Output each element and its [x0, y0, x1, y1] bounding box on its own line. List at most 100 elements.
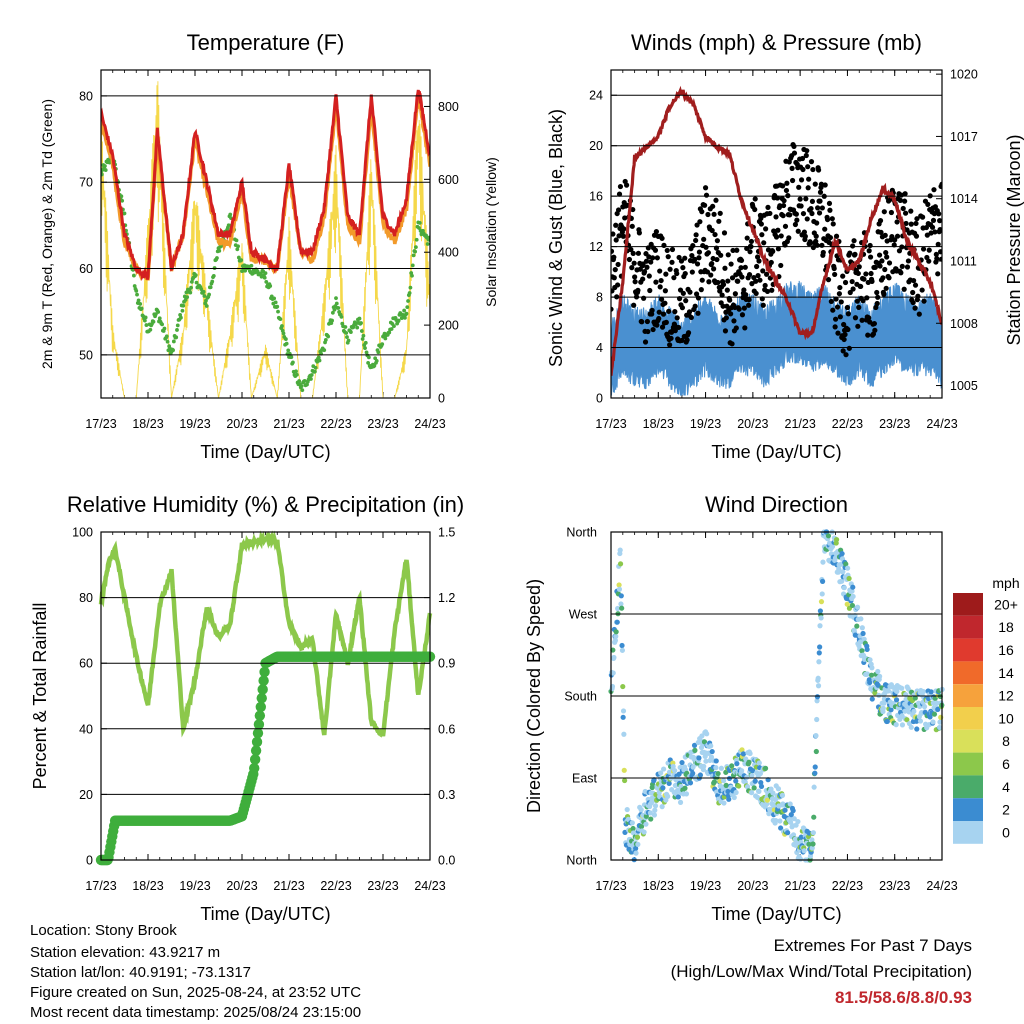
- rainfall-point: [252, 727, 264, 739]
- gust-point: [882, 232, 888, 238]
- legend-label: 8: [1002, 733, 1010, 749]
- gust-point: [702, 185, 709, 191]
- gust-point: [759, 232, 765, 238]
- gust-point: [760, 302, 766, 308]
- dewpoint-point: [334, 296, 338, 301]
- gust-point: [835, 330, 841, 336]
- gust-point: [631, 302, 637, 308]
- direction-point: [795, 818, 801, 825]
- dewpoint-point: [174, 335, 179, 340]
- gust-point: [804, 148, 810, 154]
- gust-point: [937, 249, 942, 255]
- y-tick-label: 4: [596, 341, 603, 355]
- gust-point: [817, 189, 824, 195]
- direction-point: [617, 561, 624, 567]
- gust-point: [867, 242, 873, 249]
- gust-point: [657, 268, 663, 274]
- gust-point: [635, 250, 642, 256]
- gust-point: [902, 191, 908, 197]
- gust-point: [799, 155, 806, 162]
- dewpoint-point: [297, 379, 302, 383]
- gust-point: [935, 271, 941, 277]
- direction-point: [815, 683, 822, 689]
- gust-point: [798, 203, 804, 209]
- gust-point: [682, 255, 688, 261]
- direction-point: [740, 751, 747, 757]
- direction-point: [850, 593, 856, 600]
- gust-point: [611, 254, 617, 260]
- gust-point: [833, 316, 839, 322]
- direction-point: [846, 575, 852, 582]
- gust-point: [838, 299, 844, 305]
- direction-point: [733, 778, 739, 784]
- dewpoint-point: [188, 290, 193, 295]
- gust-point: [709, 227, 715, 234]
- dewpoint-point: [334, 301, 339, 306]
- dewpoint-point: [389, 327, 394, 331]
- dewpoint-point: [309, 377, 313, 381]
- direction-point: [734, 761, 740, 767]
- gust-point: [866, 248, 872, 254]
- dewpoint-point: [313, 365, 318, 370]
- gust-point: [930, 217, 937, 223]
- y-right-tick-label: 0.3: [438, 788, 455, 802]
- direction-point: [778, 825, 784, 831]
- gust-point: [714, 256, 720, 263]
- direction-point: [884, 718, 890, 725]
- gust-point: [803, 196, 809, 202]
- gust-point: [640, 276, 646, 282]
- gust-point: [827, 234, 834, 241]
- dewpoint-point: [162, 326, 167, 331]
- gust-point: [876, 252, 883, 258]
- gust-point: [709, 260, 715, 267]
- gust-point: [689, 269, 695, 275]
- direction-point: [845, 565, 851, 571]
- gust-point: [874, 300, 880, 307]
- dewpoint-point: [194, 280, 199, 285]
- dewpoint-point: [414, 245, 418, 250]
- dewpoint-point: [411, 253, 416, 258]
- direction-point: [812, 764, 818, 770]
- dewpoint-point: [396, 318, 401, 323]
- dewpoint-point: [275, 304, 280, 309]
- dewpoint-point: [322, 348, 327, 353]
- dewpoint-point: [392, 324, 396, 328]
- gust-point: [706, 279, 712, 285]
- dewpoint-point: [291, 360, 295, 365]
- direction-point: [858, 616, 864, 622]
- direction-point: [764, 797, 770, 803]
- winds-pressure-panel: Winds (mph) & Pressure (mb) Time (Day/UTC…: [546, 30, 1024, 462]
- dewpoint-point: [179, 315, 183, 320]
- direction-point: [857, 639, 864, 645]
- gust-point: [886, 260, 893, 266]
- dewpoint-point: [417, 220, 422, 225]
- direction-point: [899, 722, 906, 728]
- gust-point: [791, 143, 797, 150]
- direction-point: [638, 807, 644, 813]
- direction-point: [809, 837, 815, 843]
- gust-point: [856, 264, 862, 270]
- dewpoint-point: [103, 168, 108, 172]
- direction-point: [850, 584, 856, 590]
- gust-point: [642, 339, 649, 345]
- direction-point: [788, 812, 794, 818]
- gust-point: [703, 192, 710, 198]
- direction-point: [843, 561, 849, 567]
- gust-point: [851, 238, 857, 244]
- direction-point: [758, 779, 764, 786]
- gust-point: [881, 209, 887, 215]
- y-right-tick-label: 600: [438, 173, 459, 187]
- direction-point: [723, 782, 729, 788]
- y-right-tick-label: 1.5: [438, 526, 455, 540]
- gust-point: [931, 187, 937, 193]
- direction-point: [708, 743, 714, 749]
- direction-point: [721, 800, 727, 806]
- gust-point: [757, 277, 763, 283]
- dewpoint-point: [380, 342, 385, 347]
- dewpoint-point: [289, 355, 294, 359]
- gust-point: [697, 219, 703, 225]
- direction-point: [920, 688, 927, 695]
- dewpoint-point: [264, 279, 269, 284]
- direction-point: [814, 694, 821, 700]
- gust-point: [705, 211, 711, 218]
